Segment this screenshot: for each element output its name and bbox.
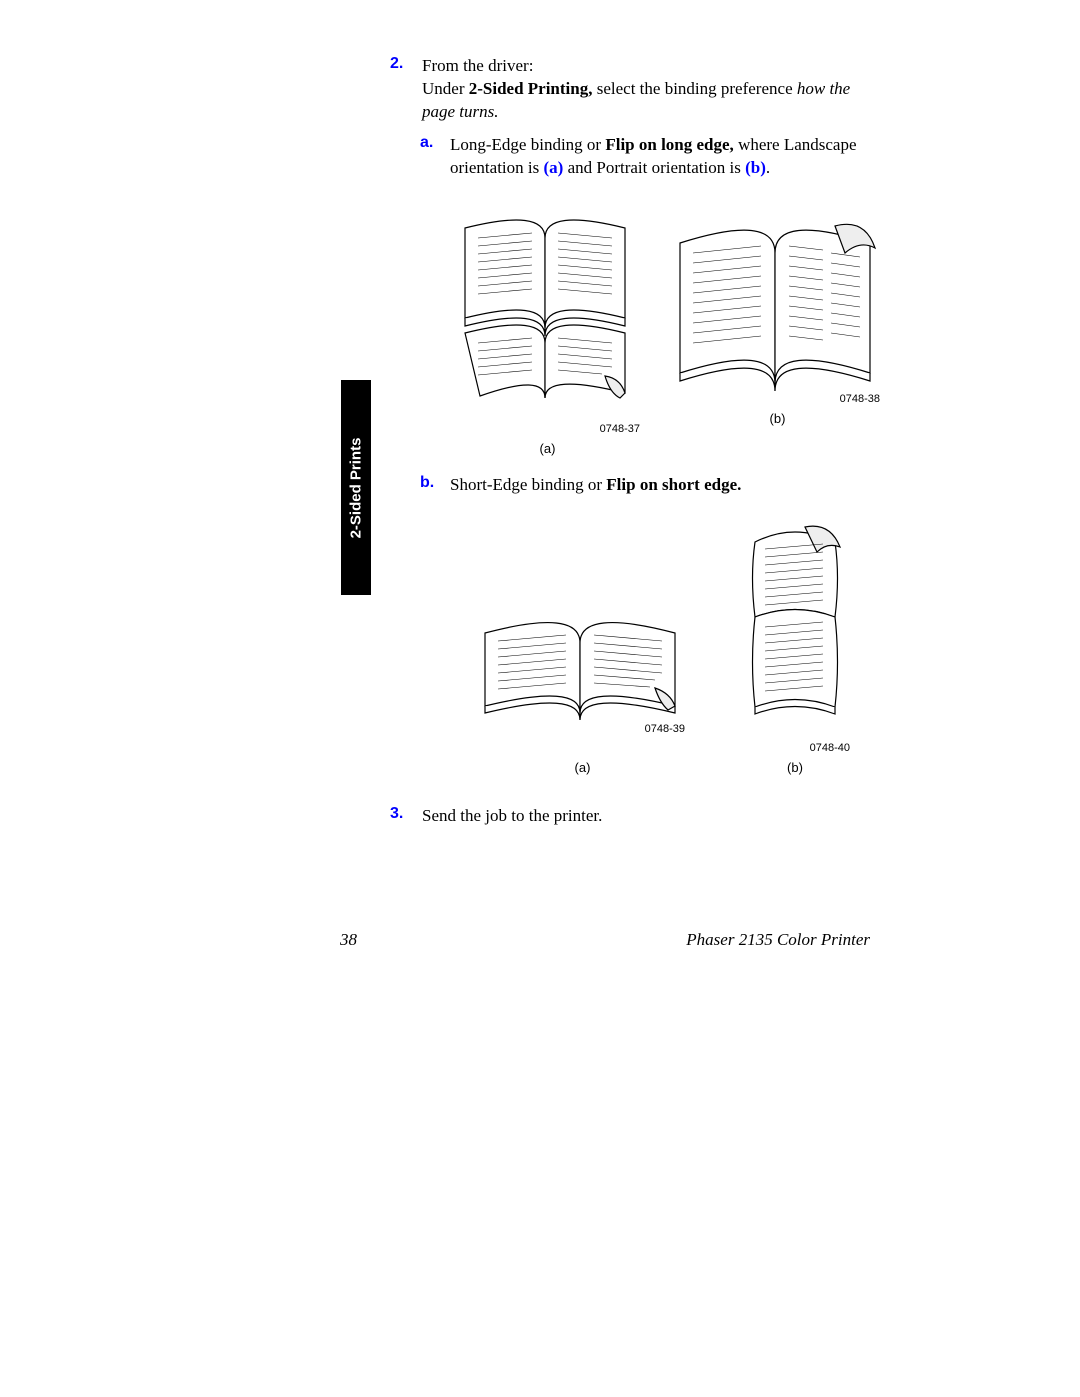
step-2-line2a: Under [422, 79, 469, 98]
page-number: 38 [340, 930, 357, 950]
book-portrait-icon [665, 198, 890, 408]
fig-1a-label: (a) [450, 441, 645, 456]
book-short-edge-landscape-icon [470, 598, 695, 738]
step-3-number: 3. [390, 805, 418, 823]
figure-1a: 0748-37 (a) [450, 198, 645, 456]
sub-b-t1: Short-Edge binding or [450, 475, 606, 494]
fig-2a-label: (a) [470, 760, 695, 775]
fig-1a-code: 0748-37 [450, 423, 645, 435]
sub-step-a: a. Long-Edge binding or Flip on long edg… [420, 134, 880, 180]
sub-b-body: Short-Edge binding or Flip on short edge… [450, 474, 860, 497]
fig-2b-code: 0748-40 [735, 742, 850, 754]
sub-a-t5: and Portrait orientation is [563, 158, 745, 177]
page-footer: 38 Phaser 2135 Color Printer [340, 930, 870, 950]
sub-a-t6: (b) [745, 158, 766, 177]
step-3: 3. Send the job to the printer. [390, 805, 880, 828]
step-2-body: From the driver: Under 2-Sided Printing,… [422, 55, 872, 124]
footer-title: Phaser 2135 Color Printer [686, 930, 870, 950]
sub-b-t2: Flip on short edge. [606, 475, 741, 494]
sub-a-body: Long-Edge binding or Flip on long edge, … [450, 134, 860, 180]
sub-a-t2: Flip on long edge, [605, 135, 733, 154]
figure-set-2: 0748-39 (a) 0748-40 (b [470, 517, 880, 775]
step-2-line2c: select the binding preference [592, 79, 796, 98]
step-3-text: Send the job to the printer. [422, 805, 872, 828]
fig-1b-label: (b) [665, 411, 890, 426]
step-2: 2. From the driver: Under 2-Sided Printi… [390, 55, 880, 775]
fig-2b-label: (b) [735, 760, 855, 775]
sub-a-number: a. [420, 134, 446, 152]
step-2-line1: From the driver: [422, 56, 533, 75]
step-2-line2b: 2-Sided Printing, [469, 79, 593, 98]
figure-2b: 0748-40 (b) [735, 517, 855, 775]
page-content: 2. From the driver: Under 2-Sided Printi… [390, 55, 880, 828]
sub-step-b: b. Short-Edge binding or Flip on short e… [420, 474, 880, 497]
figure-1b: 0748-38 (b) [665, 198, 890, 456]
figure-2a: 0748-39 (a) [470, 598, 695, 775]
sub-a-t1: Long-Edge binding or [450, 135, 605, 154]
sidebar-tab: 2-Sided Prints [341, 380, 371, 595]
figure-set-1: 0748-37 (a) [450, 198, 880, 456]
sub-a-t7: . [766, 158, 770, 177]
sidebar-tab-label: 2-Sided Prints [348, 437, 365, 538]
step-2-number: 2. [390, 55, 418, 73]
book-landscape-icon [450, 198, 645, 418]
book-short-edge-portrait-icon [735, 517, 855, 737]
sub-b-number: b. [420, 474, 446, 492]
sub-a-t4: (a) [543, 158, 563, 177]
